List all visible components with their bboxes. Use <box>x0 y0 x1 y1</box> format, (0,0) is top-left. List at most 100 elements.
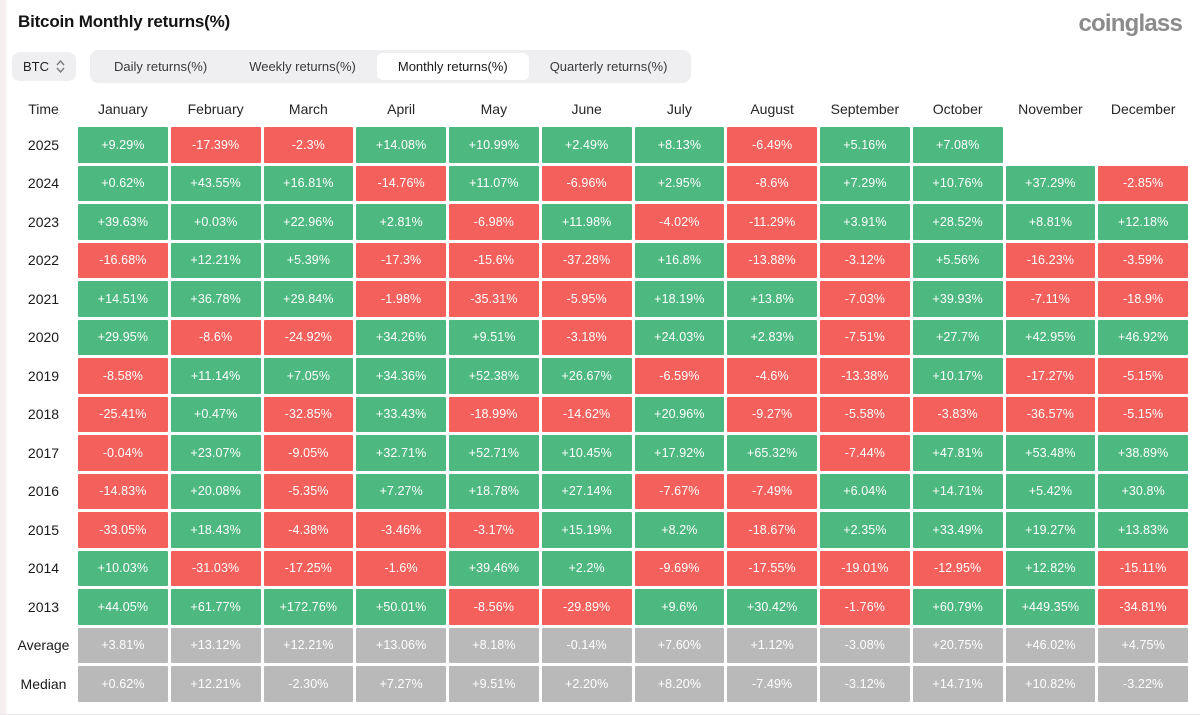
table-header-row: Time January February March April May June Jul… <box>12 93 1188 125</box>
return-cell: +7.27% <box>356 473 446 509</box>
return-cell: -5.15% <box>1098 358 1188 394</box>
tab-weekly-returns[interactable]: Weekly returns(%) <box>249 59 356 74</box>
return-cell: +65.32% <box>727 435 817 471</box>
return-cell: -18.9% <box>1098 281 1188 317</box>
return-cell: +50.01% <box>356 589 446 625</box>
table-row-2016: 2016 -14.83% +20.08% -5.35% +7.27% +18.78% +27… <box>12 473 1188 509</box>
return-cell: +20.75% <box>912 627 1003 663</box>
return-cell: +52.71% <box>449 435 539 471</box>
month-column-header: April <box>387 101 416 117</box>
return-cell: +12.21% <box>170 666 261 702</box>
page-title: Bitcoin Monthly returns(%) <box>18 12 231 31</box>
return-cell: -1.98% <box>356 281 446 317</box>
return-cell: +0.47% <box>170 396 261 432</box>
return-cell: +14.08% <box>356 127 446 163</box>
month-column-header: March <box>288 101 328 117</box>
monthly-returns-table: Time January February March April May June Jul… <box>12 93 1188 702</box>
return-cell: -0.14% <box>541 627 632 663</box>
return-cell: +10.17% <box>912 358 1003 394</box>
return-cell: -36.57% <box>1005 396 1096 432</box>
return-cell <box>1098 127 1188 163</box>
month-column-header: February <box>187 101 244 117</box>
return-cell: -3.22% <box>1098 666 1188 702</box>
month-column-header: July <box>666 101 692 117</box>
table-row-median: Median +0.62% +12.21% -2.30% +7.27% +9.51% +2.… <box>12 666 1188 702</box>
return-cell: +2.20% <box>541 666 632 702</box>
return-cell: -17.55% <box>727 550 817 586</box>
return-cell: +27.7% <box>912 319 1003 355</box>
table-row-2017: 2017 -0.04% +23.07% -9.05% +32.71% +52.71% +10… <box>12 435 1188 471</box>
tab-daily-returns[interactable]: Daily returns(%) <box>114 59 208 74</box>
table-row-2024: 2024 +0.62% +43.55% +16.81% -14.76% +11.07% -6… <box>12 165 1188 201</box>
return-cell: -7.11% <box>1005 281 1096 317</box>
return-cell: +0.62% <box>78 165 168 201</box>
table-row-2021: 2021 +14.51% +36.78% +29.84% -1.98% -35.31% -5… <box>12 281 1188 317</box>
return-cell: +0.62% <box>78 666 168 702</box>
row-label: 2014 <box>27 560 60 577</box>
month-column-header: October <box>932 101 983 117</box>
return-cell: +8.18% <box>449 627 539 663</box>
tab-monthly-returns[interactable]: Monthly returns(%) <box>376 53 529 80</box>
table-row-2018: 2018 -25.41% +0.47% -32.85% +33.43% -18.99% -1… <box>12 396 1188 432</box>
return-cell: +3.91% <box>820 204 910 240</box>
return-cell: +3.81% <box>78 627 168 663</box>
return-cell: -15.6% <box>449 242 539 278</box>
time-column-header: Time <box>28 101 59 117</box>
return-cell: -8.56% <box>449 589 539 625</box>
return-cell: -32.85% <box>263 396 354 432</box>
return-cell: +26.67% <box>541 358 632 394</box>
return-cell: +22.96% <box>263 204 354 240</box>
return-cell: +15.19% <box>541 512 632 548</box>
return-cell: +29.95% <box>78 319 168 355</box>
return-cell: +8.20% <box>634 666 725 702</box>
return-cell: -6.98% <box>449 204 539 240</box>
return-cell: +32.71% <box>356 435 446 471</box>
return-cell: +2.81% <box>356 204 446 240</box>
return-cell: +18.78% <box>449 473 539 509</box>
return-cell: +1.12% <box>727 627 817 663</box>
return-cell: -8.58% <box>78 358 168 394</box>
return-cell: -2.3% <box>263 127 354 163</box>
return-cell: -3.17% <box>449 512 539 548</box>
return-cell: +39.93% <box>912 281 1003 317</box>
return-cell: +5.56% <box>912 242 1003 278</box>
return-cell: +12.82% <box>1005 550 1096 586</box>
return-cell: -34.81% <box>1098 589 1188 625</box>
return-cell: -7.44% <box>820 435 910 471</box>
return-cell: +42.95% <box>1005 319 1096 355</box>
row-label: 2022 <box>27 252 60 269</box>
return-cell: -25.41% <box>78 396 168 432</box>
table-row-2013: 2013 +44.05% +61.77% +172.76% +50.01% -8.56% -… <box>12 589 1188 625</box>
return-cell: -14.62% <box>541 396 632 432</box>
return-cell: +33.43% <box>356 396 446 432</box>
topbar: Bitcoin Monthly returns(%) coinglass <box>0 0 1200 36</box>
table-row-2020: 2020 +29.95% -8.6% -24.92% +34.26% +9.51% -3.1… <box>12 319 1188 355</box>
row-label: 2018 <box>27 406 60 423</box>
controls-row: BTC Daily returns(%) Weekly returns(%) M… <box>12 50 1188 83</box>
page-left-edge <box>0 0 6 714</box>
return-cell: +39.63% <box>78 204 168 240</box>
return-cell: -1.76% <box>820 589 910 625</box>
return-cell: +8.2% <box>634 512 725 548</box>
return-cell: -5.35% <box>263 473 354 509</box>
return-cell: -15.11% <box>1098 550 1188 586</box>
return-cell: +14.71% <box>912 473 1003 509</box>
return-cell: +30.8% <box>1098 473 1188 509</box>
return-cell: -17.25% <box>263 550 354 586</box>
row-label: 2013 <box>27 598 60 615</box>
return-cell: +13.12% <box>170 627 261 663</box>
return-cell: -17.39% <box>170 127 261 163</box>
return-cell: +172.76% <box>263 589 354 625</box>
return-cell: +7.27% <box>356 666 446 702</box>
coin-select[interactable]: BTC <box>12 52 76 81</box>
row-label: 2019 <box>27 367 60 384</box>
return-cell: +10.76% <box>912 165 1003 201</box>
return-cell: -7.49% <box>727 473 817 509</box>
tab-quarterly-returns[interactable]: Quarterly returns(%) <box>549 59 668 74</box>
return-cell: +43.55% <box>170 165 261 201</box>
coin-select-value: BTC <box>23 59 49 74</box>
return-cell: -37.28% <box>541 242 632 278</box>
return-cell: +11.07% <box>449 165 539 201</box>
month-column-header: June <box>571 101 602 117</box>
return-cell: -6.59% <box>634 358 725 394</box>
